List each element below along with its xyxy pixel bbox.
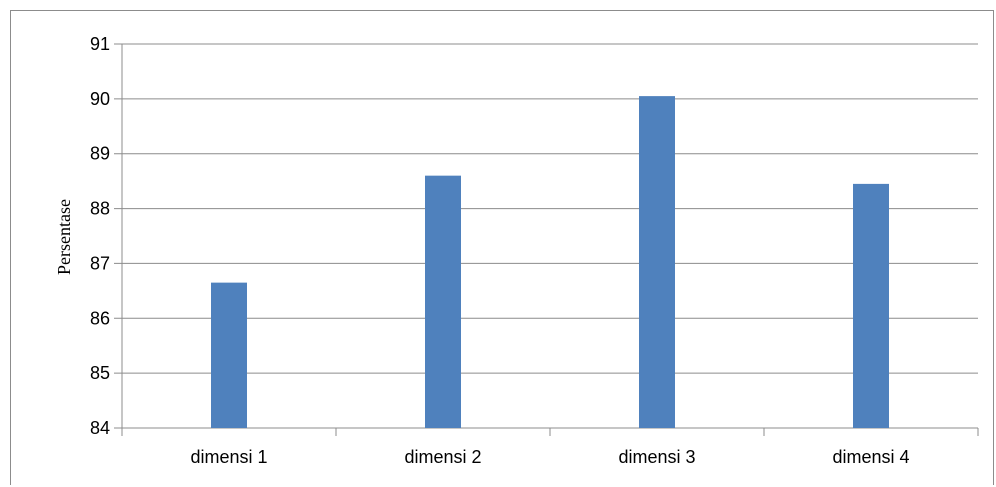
y-axis-title: Persentase (54, 199, 74, 275)
y-tick-label: 90 (90, 89, 110, 109)
y-tick-label: 87 (90, 253, 110, 273)
x-tick-labels: dimensi 1 dimensi 2 dimensi 3 dimensi 4 (190, 447, 909, 467)
x-tick-label: dimensi 3 (618, 447, 695, 467)
y-tick-label: 84 (90, 418, 110, 438)
chart-frame (10, 10, 994, 485)
y-tick-labels: 84 85 86 87 88 89 90 91 (90, 34, 110, 438)
bar (425, 175, 461, 428)
gridlines (114, 43, 979, 436)
y-tick-label: 85 (90, 363, 110, 383)
x-tick-label: dimensi 1 (190, 447, 267, 467)
y-tick-label: 91 (90, 34, 110, 54)
bar (211, 282, 247, 428)
y-tick-label: 86 (90, 308, 110, 328)
bar (853, 183, 889, 428)
x-tick-label: dimensi 4 (832, 447, 909, 467)
bars (211, 96, 889, 428)
x-tick-label: dimensi 2 (404, 447, 481, 467)
y-tick-label: 88 (90, 199, 110, 219)
bar (639, 96, 675, 428)
y-tick-label: 89 (90, 144, 110, 164)
